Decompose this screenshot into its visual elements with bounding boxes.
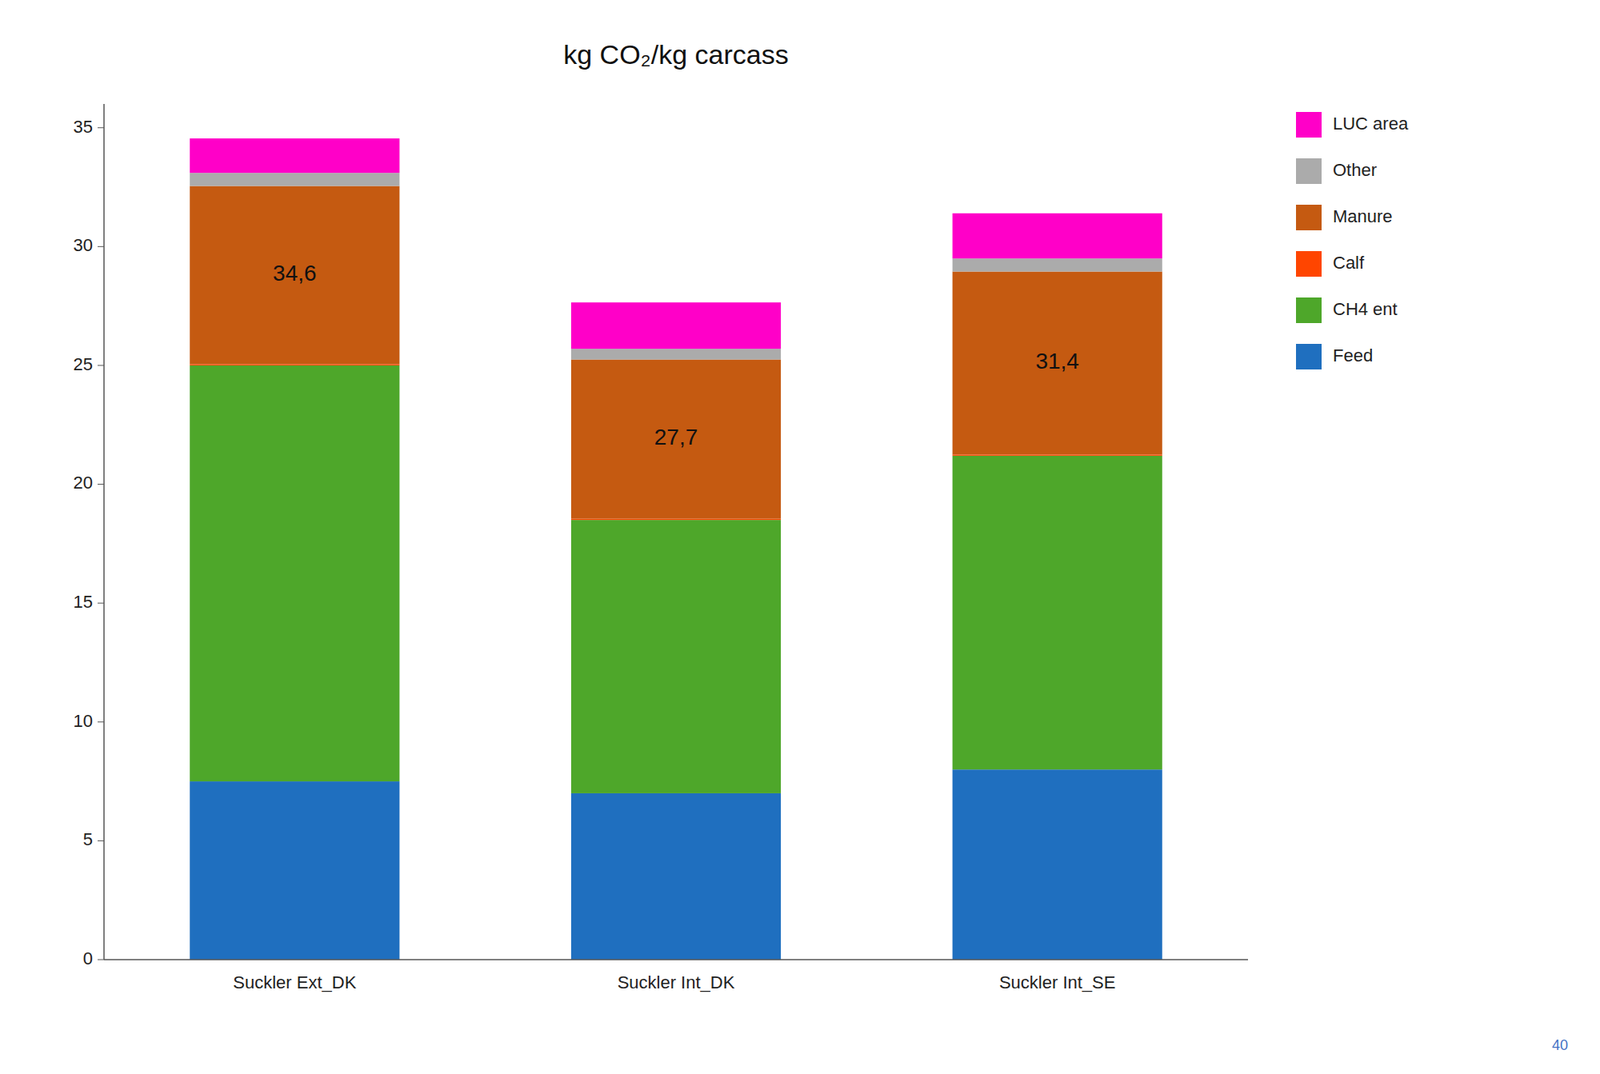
x-axis-line bbox=[104, 959, 1248, 961]
legend-swatch bbox=[1296, 344, 1322, 370]
y-axis: 0 5 10 15 20 25 30 35 bbox=[73, 104, 104, 969]
y-tick-label: 20 bbox=[73, 472, 93, 493]
legend-label: Feed bbox=[1332, 345, 1373, 366]
bar-segment bbox=[571, 348, 781, 360]
bar-segment bbox=[952, 456, 1163, 770]
legend-label: Manure bbox=[1332, 206, 1393, 227]
legend-swatch bbox=[1296, 158, 1322, 184]
bar-segment bbox=[189, 138, 400, 173]
background bbox=[0, 0, 1600, 1074]
legend-label: Calf bbox=[1332, 252, 1365, 273]
legend-label: LUC area bbox=[1332, 113, 1409, 134]
title: kg CO₂/kg carcass bbox=[563, 39, 789, 70]
bar-segment bbox=[571, 302, 781, 349]
y-tick-label: 10 bbox=[73, 711, 93, 732]
y-tick bbox=[97, 127, 104, 128]
y-tick bbox=[97, 484, 104, 485]
total-label: 31,4 bbox=[1035, 348, 1080, 374]
y-tick-label: 25 bbox=[73, 354, 93, 375]
bar-segment bbox=[571, 793, 781, 960]
y-tick bbox=[97, 721, 104, 723]
bar-segment bbox=[189, 365, 400, 782]
bars bbox=[189, 138, 1163, 960]
bar-segment bbox=[952, 258, 1163, 272]
legend: LUC area Other Manure Calf CH4 ent Feed bbox=[1296, 112, 1409, 370]
total-label: 27,7 bbox=[654, 424, 699, 450]
chart: 0 5 10 15 20 25 30 35 34,6 27,7 31,4 Suckler Ext_DK… bbox=[0, 0, 1600, 1074]
bar-segment bbox=[952, 769, 1163, 960]
bar-segment bbox=[952, 213, 1163, 259]
y-tick bbox=[97, 960, 104, 961]
y-tick-label: 0 bbox=[83, 948, 93, 969]
footnote: 40 bbox=[1552, 1037, 1568, 1054]
bar-segment bbox=[189, 364, 400, 365]
y-tick-label: 15 bbox=[73, 592, 93, 612]
x-tick-label: Suckler Ext_DK bbox=[232, 972, 356, 993]
legend-swatch bbox=[1296, 204, 1322, 231]
x-tick-label: Suckler Int_SE bbox=[999, 972, 1116, 993]
bar-segment bbox=[189, 781, 400, 960]
bar-segment bbox=[189, 172, 400, 186]
legend-swatch bbox=[1296, 112, 1322, 138]
bar-segment bbox=[571, 520, 781, 794]
bar-segment bbox=[189, 186, 400, 365]
y-tick bbox=[97, 246, 104, 248]
x-tick-label: Suckler Int_DK bbox=[617, 972, 736, 993]
y-tick bbox=[97, 364, 104, 366]
y-tick bbox=[97, 603, 104, 604]
bar-segment bbox=[571, 360, 781, 520]
y-tick-label: 35 bbox=[73, 116, 93, 137]
legend-label: CH4 ent bbox=[1332, 299, 1398, 320]
y-tick bbox=[97, 840, 104, 842]
x-axis: Suckler Ext_DK Suckler Int_DK Suckler Int_… bbox=[104, 960, 1248, 993]
legend-swatch bbox=[1296, 297, 1322, 324]
y-tick-label: 5 bbox=[83, 829, 93, 850]
y-axis-line bbox=[103, 104, 105, 960]
total-labels: 34,6 27,7 31,4 bbox=[272, 260, 1080, 450]
bar-segment bbox=[952, 272, 1163, 456]
legend-label: Other bbox=[1332, 160, 1377, 180]
bar-segment bbox=[952, 454, 1163, 456]
legend-swatch bbox=[1296, 251, 1322, 277]
total-label: 34,6 bbox=[272, 260, 317, 286]
y-tick-label: 30 bbox=[73, 235, 93, 256]
bar-segment bbox=[571, 519, 781, 520]
